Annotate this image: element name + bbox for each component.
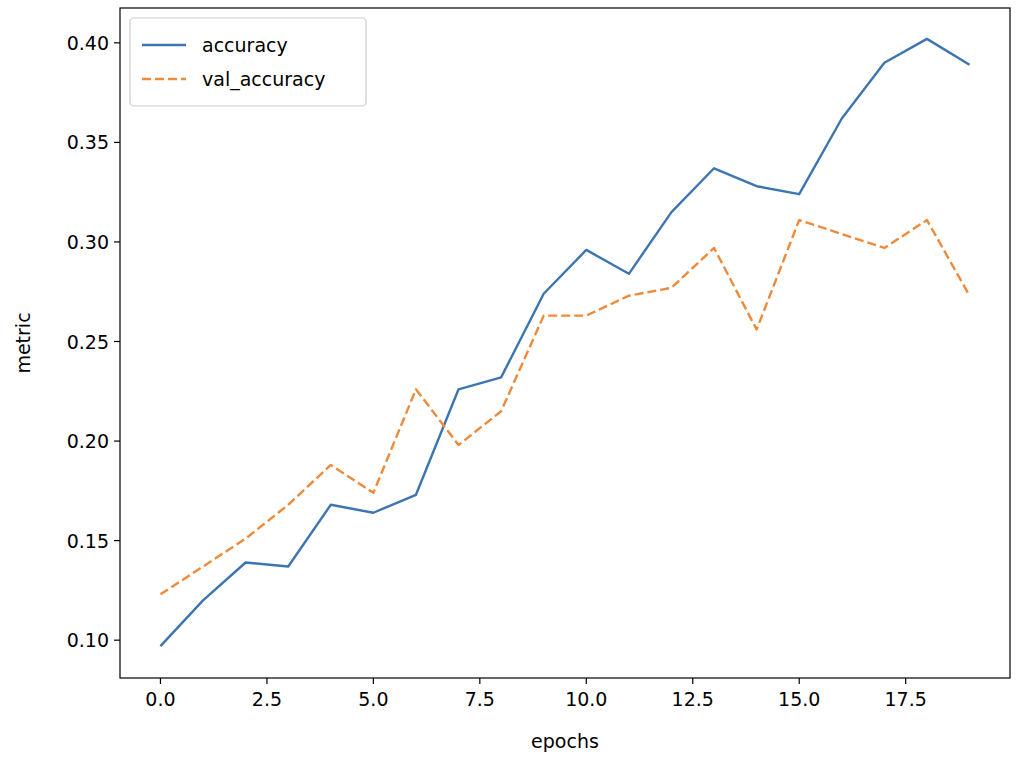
x-tick-label: 10.0 (565, 688, 607, 710)
y-tick (114, 42, 120, 43)
legend-label: accuracy (202, 34, 288, 56)
x-tick-label: 0.0 (145, 688, 175, 710)
x-tick-label: 15.0 (778, 688, 820, 710)
x-tick-label: 17.5 (885, 688, 927, 710)
x-tick (586, 678, 587, 684)
x-tick (479, 678, 480, 684)
legend-swatch (142, 44, 186, 46)
y-tick-label: 0.30 (67, 231, 109, 253)
y-tick (114, 142, 120, 143)
x-tick (692, 678, 693, 684)
x-tick (905, 678, 906, 684)
x-tick-label: 12.5 (672, 688, 714, 710)
x-tick-label: 7.5 (465, 688, 495, 710)
y-tick-label: 0.35 (67, 131, 109, 153)
x-tick-label: 2.5 (252, 688, 282, 710)
x-tick (373, 678, 374, 684)
plot-frame (120, 8, 1010, 678)
x-tick (160, 678, 161, 684)
y-tick-label: 0.15 (67, 530, 109, 552)
y-axis-label: metric (12, 312, 34, 373)
series-line (160, 39, 969, 646)
x-tick-label: 5.0 (358, 688, 388, 710)
series-line (160, 220, 969, 594)
x-tick (266, 678, 267, 684)
y-tick (114, 440, 120, 441)
x-tick (799, 678, 800, 684)
axes: 0.0 2.5 5.0 7.5 10.0 12.5 15.0 17.5 0.10 0.15 0.20… (67, 32, 927, 710)
chart: 0.0 2.5 5.0 7.5 10.0 12.5 15.0 17.5 0.10 0.15 0.20… (0, 0, 1028, 770)
legend: accuracy val_accuracy (130, 18, 366, 106)
y-tick (114, 241, 120, 242)
y-tick-label: 0.25 (67, 331, 109, 353)
legend-label: val_accuracy (202, 68, 325, 91)
y-tick (114, 540, 120, 541)
legend-swatch (142, 78, 186, 80)
x-axis-label: epochs (531, 730, 599, 752)
y-tick (114, 341, 120, 342)
y-tick-label: 0.20 (67, 430, 109, 452)
y-tick-label: 0.40 (67, 32, 109, 54)
legend-box (130, 18, 366, 106)
y-tick-label: 0.10 (67, 629, 109, 651)
y-tick (114, 640, 120, 641)
plot-data (160, 39, 969, 646)
